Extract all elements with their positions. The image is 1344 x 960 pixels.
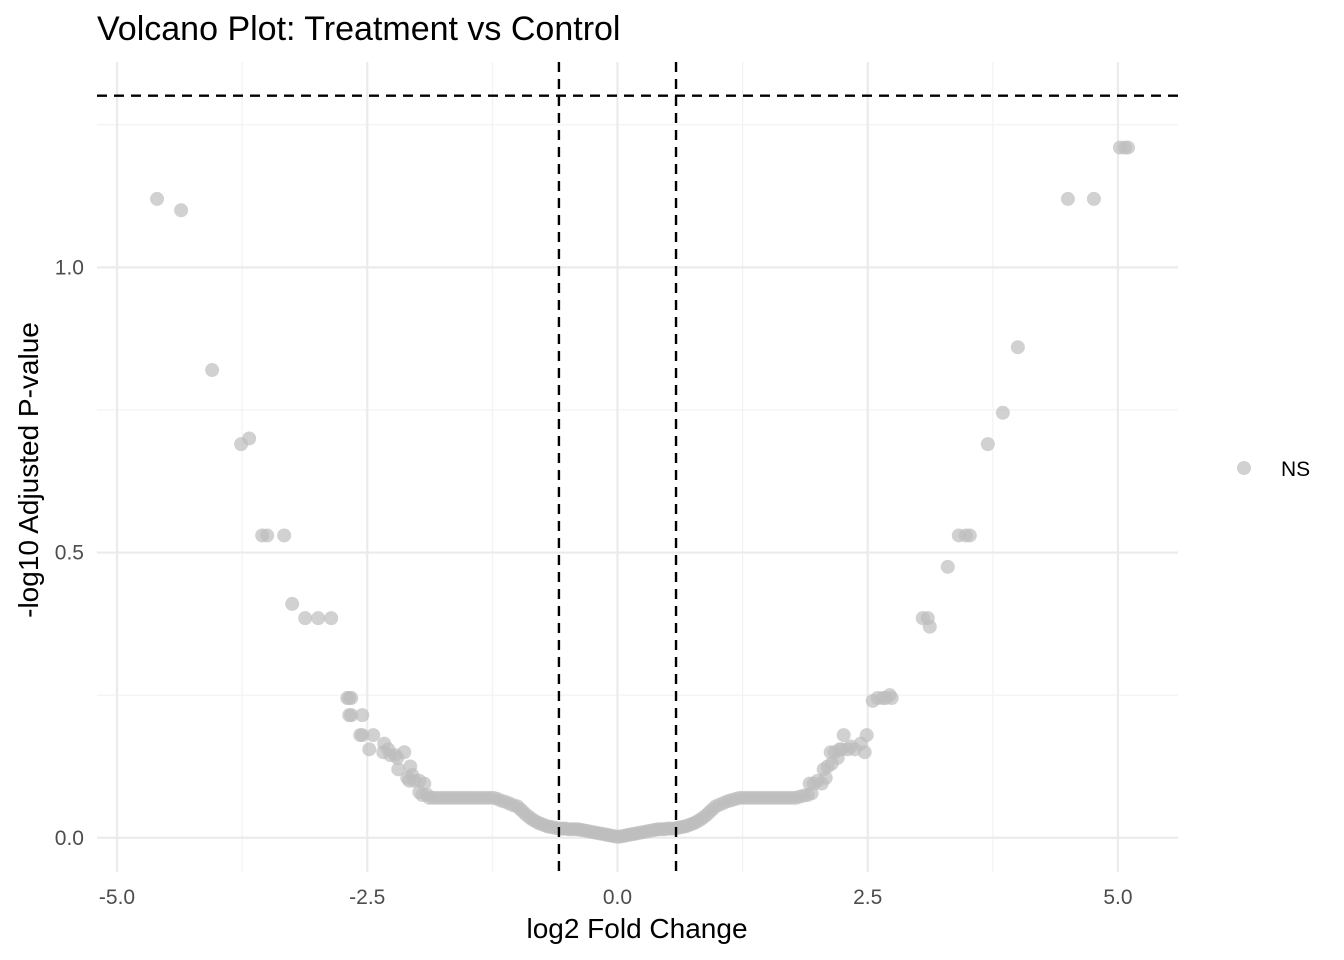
threshold-lines (97, 62, 1178, 872)
data-point (355, 708, 370, 723)
x-tick-label: -2.5 (349, 886, 385, 909)
y-tick-label: 0.5 (55, 542, 84, 565)
data-point (391, 762, 406, 777)
data-point (344, 691, 359, 706)
data-point (298, 611, 313, 626)
data-point (962, 528, 977, 543)
data-point (242, 431, 257, 446)
minor-gridlines (97, 62, 1178, 872)
data-point (859, 728, 874, 743)
data-point (980, 437, 995, 452)
y-tick-label: 1.0 (55, 256, 84, 279)
data-point (884, 691, 899, 706)
data-point (285, 596, 300, 611)
data-point (1010, 340, 1025, 355)
data-point (1120, 140, 1135, 155)
x-tick-label: -5.0 (99, 886, 135, 909)
data-point (1060, 191, 1075, 206)
x-tick-label: 5.0 (1103, 886, 1132, 909)
data-point (324, 611, 339, 626)
data-point (277, 528, 292, 543)
legend-key-ns (1237, 461, 1251, 475)
data-point (836, 728, 851, 743)
x-tick-label: 0.0 (603, 886, 632, 909)
data-point (857, 745, 872, 760)
data-points (150, 140, 1135, 844)
x-axis-title: log2 Fold Change (526, 913, 747, 944)
x-tick-label: 2.5 (853, 886, 882, 909)
data-point (995, 405, 1010, 420)
data-point (362, 742, 377, 757)
legend-label-ns: NS (1281, 458, 1310, 481)
data-point (260, 528, 275, 543)
x-tick-labels: -5.0 -2.5 0.0 2.5 5.0 (99, 886, 1133, 909)
major-gridlines (97, 62, 1178, 872)
y-axis-title: -log10 Adjusted P-value (13, 322, 44, 618)
data-point (922, 619, 937, 634)
data-point (366, 728, 381, 743)
data-point (205, 363, 220, 378)
data-point (355, 728, 370, 743)
legend: NS (1237, 458, 1310, 481)
data-point (311, 611, 326, 626)
y-tick-labels: 0.0 0.5 1.0 (55, 256, 84, 849)
data-point (174, 203, 189, 218)
data-point (150, 191, 165, 206)
data-point (940, 559, 955, 574)
data-point (397, 745, 412, 760)
y-tick-label: 0.0 (55, 827, 84, 850)
data-point (344, 708, 359, 723)
data-point (1086, 191, 1101, 206)
chart-title: Volcano Plot: Treatment vs Control (97, 10, 620, 48)
